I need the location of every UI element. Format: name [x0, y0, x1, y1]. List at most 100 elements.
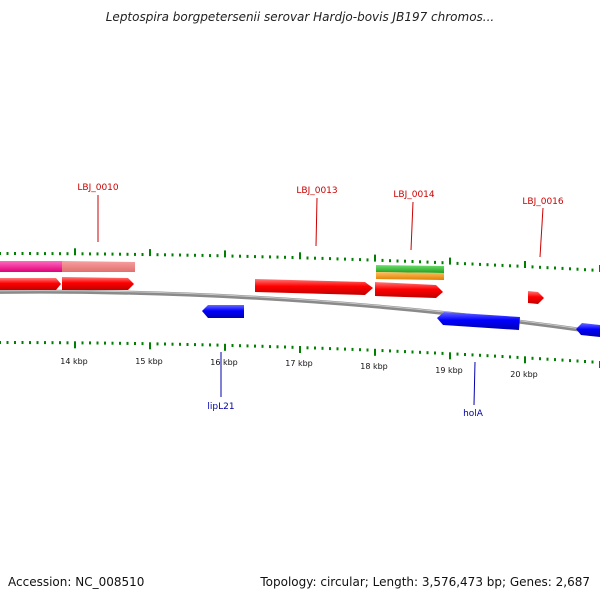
- minor-tick: [254, 255, 256, 259]
- scale-label: 16 kbp: [210, 358, 238, 367]
- gene-forward-lbj-0010[interactable]: [62, 277, 134, 290]
- minor-tick: [89, 252, 91, 256]
- minor-tick: [494, 263, 496, 267]
- minor-tick: [546, 357, 549, 361]
- minor-tick: [194, 343, 196, 347]
- major-tick: [149, 342, 151, 350]
- gene-label-lbj-0010[interactable]: LBJ_0010: [77, 183, 119, 193]
- minor-tick: [66, 341, 69, 345]
- scale-label: 14 kbp: [60, 357, 88, 366]
- minor-tick: [29, 341, 31, 345]
- gene-label-lbj-0014[interactable]: LBJ_0014: [393, 190, 435, 200]
- minor-tick: [269, 255, 271, 259]
- minor-tick: [126, 252, 129, 256]
- minor-tick: [486, 354, 489, 358]
- minor-tick: [539, 357, 541, 361]
- major-tick: [74, 248, 76, 256]
- minor-tick: [554, 266, 556, 270]
- minor-tick: [246, 254, 249, 258]
- minor-tick: [441, 261, 444, 265]
- minor-tick: [21, 252, 24, 255]
- minor-tick: [389, 349, 391, 353]
- gene-label-lbj-0013[interactable]: LBJ_0013: [296, 186, 337, 196]
- feature-bar-green[interactable]: [376, 265, 444, 273]
- minor-tick: [119, 341, 121, 345]
- minor-tick: [464, 262, 466, 266]
- minor-tick: [96, 341, 99, 345]
- major-tick: [74, 341, 76, 349]
- scale-label: 17 kbp: [285, 359, 313, 368]
- minor-tick: [464, 353, 466, 356]
- minor-tick: [0, 341, 1, 344]
- gene-reverse-partial[interactable]: [576, 323, 600, 337]
- minor-tick: [141, 253, 144, 256]
- minor-tick: [186, 343, 189, 346]
- minor-tick: [14, 252, 16, 255]
- callout-line: [539, 207, 544, 258]
- minor-tick: [261, 255, 264, 259]
- minor-tick: [411, 350, 414, 354]
- feature-bar-pink[interactable]: [0, 261, 62, 272]
- accession-text: Accession: NC_008510: [8, 575, 145, 589]
- minor-tick: [314, 346, 316, 350]
- major-tick: [374, 348, 376, 356]
- gene-forward-lbj-0014[interactable]: [375, 282, 443, 298]
- gene-reverse-hola[interactable]: [437, 312, 520, 330]
- minor-tick: [6, 252, 9, 255]
- minor-tick: [6, 341, 9, 344]
- major-tick: [524, 261, 526, 268]
- feature-bar-salmon[interactable]: [62, 261, 135, 272]
- minor-tick: [479, 262, 481, 266]
- minor-tick: [51, 341, 54, 345]
- minor-tick: [366, 258, 369, 262]
- minor-tick: [254, 344, 256, 348]
- minor-tick: [396, 349, 399, 353]
- minor-tick: [419, 260, 421, 264]
- minor-tick: [471, 353, 474, 357]
- minor-tick: [89, 341, 91, 345]
- minor-tick: [291, 256, 294, 259]
- minor-tick: [531, 265, 534, 269]
- gene-forward-lbj-0009[interactable]: [0, 278, 61, 290]
- minor-tick: [239, 344, 241, 348]
- tick-marks-lower: [0, 341, 600, 368]
- minor-tick: [201, 253, 204, 257]
- minor-tick: [194, 253, 196, 257]
- minor-tick: [501, 355, 504, 358]
- minor-tick: [509, 355, 511, 359]
- minor-tick: [389, 259, 391, 263]
- minor-tick: [141, 342, 144, 346]
- minor-tick: [546, 266, 549, 270]
- minor-tick: [209, 254, 211, 258]
- gene-label-lipl21[interactable]: lipL21: [207, 402, 234, 412]
- minor-tick: [344, 347, 346, 351]
- minor-tick: [96, 252, 99, 256]
- minor-tick: [0, 252, 1, 255]
- major-tick: [224, 343, 226, 351]
- minor-tick: [246, 344, 249, 348]
- major-tick: [374, 254, 376, 262]
- gene-forward-lbj-0013[interactable]: [255, 279, 373, 295]
- gene-reverse-lipl21[interactable]: [202, 305, 244, 318]
- feature-bar-orange[interactable]: [376, 272, 444, 280]
- minor-tick: [111, 341, 114, 345]
- minor-tick: [471, 262, 474, 266]
- minor-tick: [366, 348, 369, 352]
- minor-tick: [119, 252, 121, 256]
- minor-tick: [554, 358, 556, 362]
- gene-forward-lbj-0016[interactable]: [528, 291, 544, 304]
- minor-tick: [29, 252, 31, 255]
- minor-tick: [134, 252, 136, 256]
- minor-tick: [434, 260, 436, 264]
- major-tick: [449, 257, 451, 265]
- callout-line: [315, 197, 318, 247]
- minor-tick: [569, 267, 571, 271]
- minor-tick: [576, 267, 579, 271]
- scale-label: 18 kbp: [360, 362, 388, 371]
- minor-tick: [539, 265, 541, 269]
- scale-label: 20 kbp: [510, 370, 538, 379]
- gene-label-lbj-0016[interactable]: LBJ_0016: [522, 197, 564, 207]
- gene-label-hola[interactable]: holA: [463, 409, 484, 419]
- minor-tick: [284, 345, 286, 349]
